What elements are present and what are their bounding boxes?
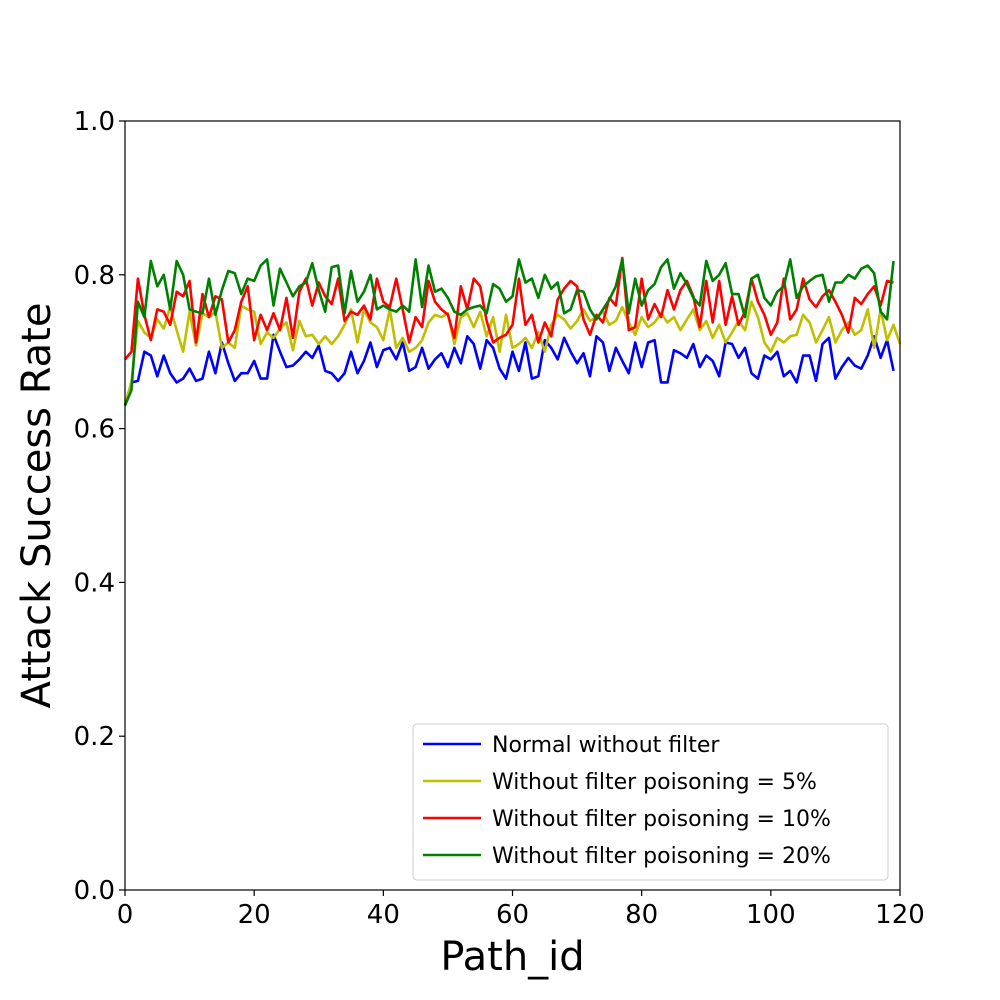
y-tick-label: 0.8 xyxy=(74,261,115,291)
y-tick-label: 1.0 xyxy=(74,107,115,137)
legend-box xyxy=(412,723,889,881)
y-tick-label: 0.2 xyxy=(74,722,115,752)
legend-entry-label: Without filter poisoning = 10% xyxy=(492,807,831,832)
series-layer xyxy=(123,256,902,407)
y-tick-label: 0.0 xyxy=(74,876,115,906)
legend: Normal without filter Without filter pois… xyxy=(412,723,889,881)
series-line-2 xyxy=(123,300,902,405)
series-line-4 xyxy=(123,258,895,407)
y-axis-label: Attack Success Rate xyxy=(14,303,60,709)
legend-entry-label: Without filter poisoning = 5% xyxy=(492,770,817,795)
x-tick-label: 60 xyxy=(496,900,529,930)
legend-entry-label: Normal without filter xyxy=(492,733,720,758)
x-tick-label: 100 xyxy=(746,900,796,930)
x-tick-label: 120 xyxy=(875,900,925,930)
y-tick-label: 0.4 xyxy=(74,568,115,598)
x-tick-label: 40 xyxy=(367,900,400,930)
x-axis-label: Path_id xyxy=(440,934,584,980)
legend-entry-label: Without filter poisoning = 20% xyxy=(492,844,831,869)
x-tick-label: 80 xyxy=(625,900,658,930)
ticks-layer: 0 20 40 60 80 100 120 0.0 0.2 0.4 0.6 0.8 1.0 xyxy=(74,107,925,930)
x-tick-label: 0 xyxy=(117,900,134,930)
y-tick-label: 0.6 xyxy=(74,415,115,445)
x-tick-label: 20 xyxy=(238,900,271,930)
series-line-1 xyxy=(123,333,895,406)
series-line-3 xyxy=(124,256,894,361)
